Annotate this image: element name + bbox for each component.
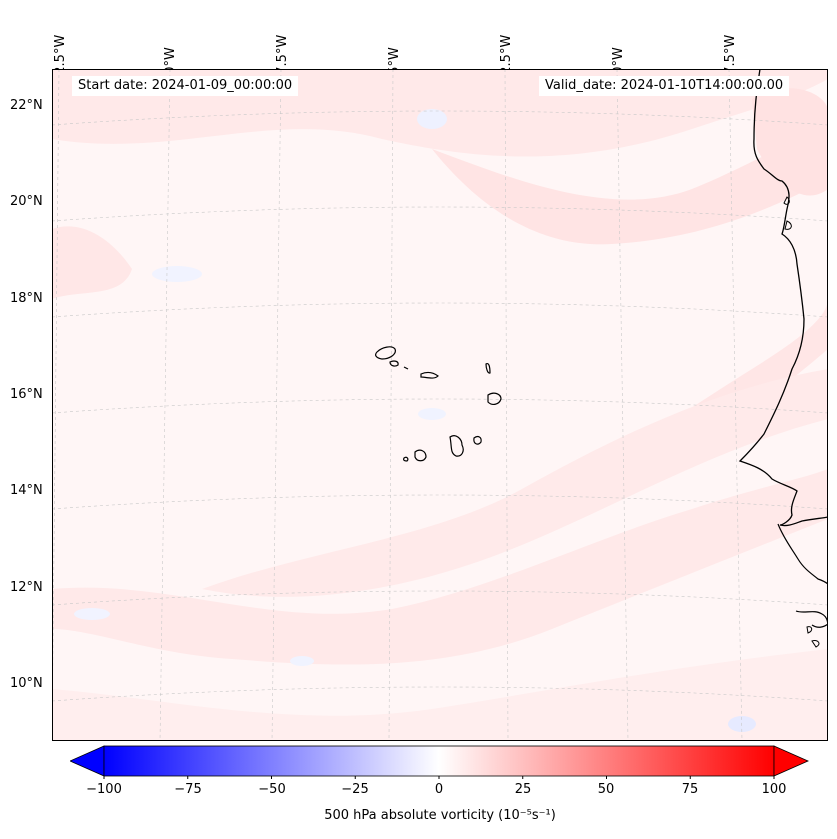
island-sal: [485, 362, 491, 374]
colorbar-tick-marks: [103, 776, 775, 779]
lat-label-12n: 12°N: [10, 580, 43, 595]
colorbar-gradient: [103, 745, 775, 777]
island-santo-antao: [375, 346, 396, 360]
negative-vorticity-patch-4: [74, 608, 110, 620]
colorbar-tick-label: 0: [434, 782, 444, 797]
valid-date-label: Valid_date: 2024-01-10T14:00:00.00: [539, 76, 790, 96]
positive-vorticity-band-upper: [432, 129, 828, 245]
colorbar-tick-label: 25: [514, 782, 532, 797]
colorbar-tick-label: −75: [174, 782, 202, 797]
positive-vorticity-band-south: [52, 469, 828, 665]
positive-vorticity-band-bottom: [52, 649, 828, 741]
island-fogo: [414, 449, 427, 462]
colorbar-label: 500 hPa absolute vorticity (10⁻⁵s⁻¹): [324, 808, 556, 823]
island-santa-luzia: [403, 366, 409, 370]
graticule: [52, 69, 828, 741]
negative-vorticity-patch-5: [728, 716, 756, 732]
colorbar-tick-label: −100: [86, 782, 122, 797]
colorbar-tick-label: −50: [258, 782, 286, 797]
island-maio: [473, 436, 482, 445]
west-africa-coastline: [738, 69, 828, 527]
map-frame: [52, 69, 828, 741]
negative-vorticity-patch-2: [417, 109, 447, 129]
colorbar-tick-label: 75: [681, 782, 699, 797]
colorbar-tick-label: −25: [341, 782, 369, 797]
positive-vorticity-patch-coast: [752, 88, 828, 196]
colorbar-extend-max: [773, 745, 809, 777]
colorbar-tick-label: 100: [761, 782, 787, 797]
colorbar: [70, 745, 809, 779]
lat-label-16n: 16°N: [10, 387, 43, 402]
island-sao-vicente: [389, 360, 399, 367]
island-boa-vista: [487, 392, 502, 405]
positive-vorticity-band-diagonal-2: [202, 369, 828, 597]
island-santiago: [449, 435, 464, 457]
lat-label-20n: 20°N: [10, 194, 43, 209]
start-date-label: Start date: 2024-01-09_00:00:00: [72, 76, 299, 96]
map-panel: [52, 69, 828, 741]
positive-vorticity-patch-west: [52, 226, 132, 299]
colorbar-extend-min: [70, 745, 105, 777]
island-brava: [403, 456, 409, 462]
coastal-islands: [783, 196, 820, 648]
island-sao-nicolau: [420, 371, 439, 379]
negative-vorticity-patch-1: [152, 266, 202, 282]
cape-verde-islands: [375, 346, 502, 462]
lat-label-18n: 18°N: [10, 291, 43, 306]
colorbar-tick-label: 50: [597, 782, 615, 797]
lat-label-22n: 22°N: [10, 98, 43, 113]
lat-label-14n: 14°N: [10, 483, 43, 498]
negative-vorticity-patch-3: [418, 408, 446, 420]
lat-label-10n: 10°N: [10, 676, 43, 691]
negative-vorticity-patch-6: [290, 656, 314, 666]
